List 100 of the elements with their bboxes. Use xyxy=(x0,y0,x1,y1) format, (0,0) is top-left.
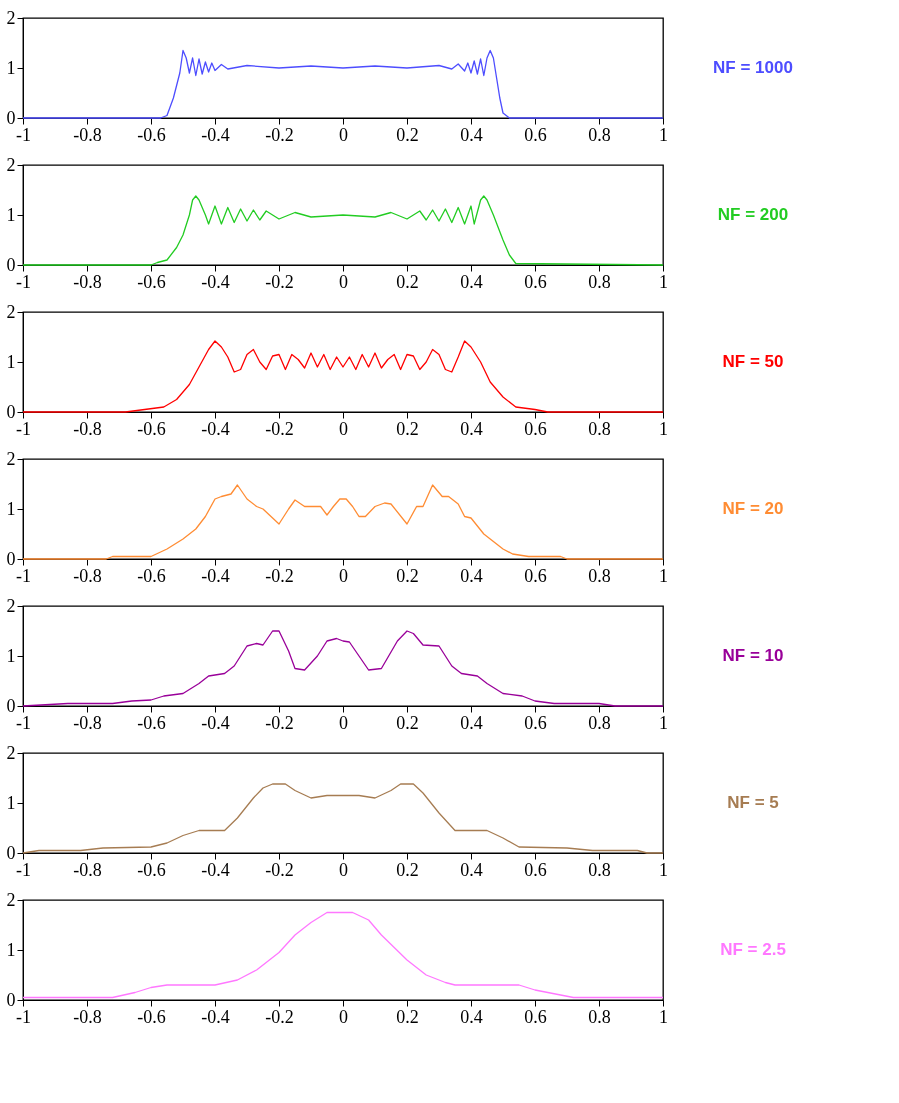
y-tick-label: 0 xyxy=(6,254,16,275)
x-tick-label: -1 xyxy=(16,712,31,733)
x-tick-label: 1 xyxy=(659,859,668,880)
x-tick-label: -0.2 xyxy=(265,712,294,733)
x-tick-label: -0.4 xyxy=(201,565,230,586)
text: NF = 5 xyxy=(727,793,779,812)
x-tick-label: 0 xyxy=(339,712,348,733)
y-tick-label: 2 xyxy=(6,154,16,175)
x-tick-label: -0.6 xyxy=(137,859,166,880)
x-tick-label: -0.4 xyxy=(201,1006,230,1027)
y-tick-label: 0 xyxy=(6,548,16,569)
x-tick-label: 0 xyxy=(339,565,348,586)
y-tick-label: 0 xyxy=(6,107,16,128)
x-tick-label: 1 xyxy=(659,712,668,733)
x-tick-label: 0.6 xyxy=(524,418,547,439)
x-tick-label: 0.6 xyxy=(524,1006,547,1027)
x-tick-label: -0.8 xyxy=(73,418,102,439)
y-tick-label: 2 xyxy=(6,742,16,763)
x-tick-label: -0.6 xyxy=(137,271,166,292)
x-tick-label: 0.8 xyxy=(588,859,611,880)
y-tick-label: 0 xyxy=(6,401,16,422)
x-tick-label: 1 xyxy=(659,418,668,439)
x-tick-label: 0 xyxy=(339,859,348,880)
x-tick-label: -1 xyxy=(16,1006,31,1027)
x-tick-label: 1 xyxy=(659,124,668,145)
x-tick-label: 0.8 xyxy=(588,712,611,733)
x-tick-label: -0.2 xyxy=(265,124,294,145)
x-tick-label: -0.8 xyxy=(73,124,102,145)
y-tick-label: 2 xyxy=(6,7,16,28)
y-tick-label: 1 xyxy=(6,498,16,519)
x-tick-label: 0 xyxy=(339,124,348,145)
y-tick-label: 0 xyxy=(6,695,16,716)
x-tick-label: 0.6 xyxy=(524,124,547,145)
x-tick-label: 0.4 xyxy=(460,859,483,880)
x-tick-label: -0.8 xyxy=(73,1006,102,1027)
x-tick-label: -0.6 xyxy=(137,712,166,733)
x-tick-label: 1 xyxy=(659,565,668,586)
x-tick-label: -0.4 xyxy=(201,859,230,880)
x-tick-label: -1 xyxy=(16,271,31,292)
y-tick-label: 1 xyxy=(6,204,16,225)
y-tick-label: 2 xyxy=(6,595,16,616)
y-tick-label: 1 xyxy=(6,57,16,78)
x-tick-label: -0.8 xyxy=(73,565,102,586)
x-tick-label: -1 xyxy=(16,418,31,439)
x-tick-label: 0.4 xyxy=(460,418,483,439)
text: NF = 1000 xyxy=(713,58,793,77)
x-tick-label: 0.6 xyxy=(524,859,547,880)
y-tick-label: 1 xyxy=(6,645,16,666)
x-tick-label: 0.2 xyxy=(396,1006,419,1027)
x-tick-label: -0.8 xyxy=(73,271,102,292)
y-tick-label: 0 xyxy=(6,842,16,863)
x-tick-label: 0.2 xyxy=(396,418,419,439)
x-tick-label: 0.2 xyxy=(396,271,419,292)
x-tick-label: 0.6 xyxy=(524,712,547,733)
x-tick-label: -0.2 xyxy=(265,859,294,880)
x-tick-label: 0.4 xyxy=(460,1006,483,1027)
x-tick-label: -1 xyxy=(16,565,31,586)
y-tick-label: 1 xyxy=(6,939,16,960)
y-tick-label: 1 xyxy=(6,792,16,813)
x-tick-label: -0.4 xyxy=(201,271,230,292)
x-tick-label: -0.8 xyxy=(73,859,102,880)
x-tick-label: -0.6 xyxy=(137,1006,166,1027)
x-tick-label: 0.8 xyxy=(588,565,611,586)
x-tick-label: 0.2 xyxy=(396,565,419,586)
y-tick-label: 2 xyxy=(6,889,16,910)
x-tick-label: -0.4 xyxy=(201,712,230,733)
text: NF = 200 xyxy=(717,205,789,224)
x-tick-label: -0.6 xyxy=(137,565,166,586)
text: NF = 50 xyxy=(722,352,784,371)
x-tick-label: 0.8 xyxy=(588,1006,611,1027)
y-tick-label: 2 xyxy=(6,448,16,469)
x-tick-label: -0.2 xyxy=(265,271,294,292)
text: NF = 2.5 xyxy=(720,940,786,959)
x-tick-label: 0 xyxy=(339,271,348,292)
x-tick-label: -0.6 xyxy=(137,418,166,439)
x-tick-label: 0.8 xyxy=(588,271,611,292)
x-tick-label: 0 xyxy=(339,1006,348,1027)
y-tick-label: 0 xyxy=(6,989,16,1010)
y-tick-label: 2 xyxy=(6,301,16,322)
x-tick-label: 1 xyxy=(659,1006,668,1027)
x-tick-label: 0.4 xyxy=(460,271,483,292)
x-tick-label: 0.8 xyxy=(588,418,611,439)
x-tick-label: 0.4 xyxy=(460,124,483,145)
x-tick-label: 0.2 xyxy=(396,124,419,145)
x-tick-label: 0.6 xyxy=(524,271,547,292)
x-tick-label: 0.8 xyxy=(588,124,611,145)
x-tick-label: -0.2 xyxy=(265,1006,294,1027)
x-tick-label: -0.8 xyxy=(73,712,102,733)
x-tick-label: 0 xyxy=(339,418,348,439)
x-tick-label: -0.6 xyxy=(137,124,166,145)
x-tick-label: 0.4 xyxy=(460,565,483,586)
x-tick-label: -0.4 xyxy=(201,124,230,145)
x-tick-label: 0.6 xyxy=(524,565,547,586)
text: NF = 10 xyxy=(722,646,784,665)
x-tick-label: -0.4 xyxy=(201,418,230,439)
x-tick-label: 0.4 xyxy=(460,712,483,733)
x-tick-label: 1 xyxy=(659,271,668,292)
x-tick-label: -1 xyxy=(16,859,31,880)
y-tick-label: 1 xyxy=(6,351,16,372)
x-tick-label: -0.2 xyxy=(265,418,294,439)
